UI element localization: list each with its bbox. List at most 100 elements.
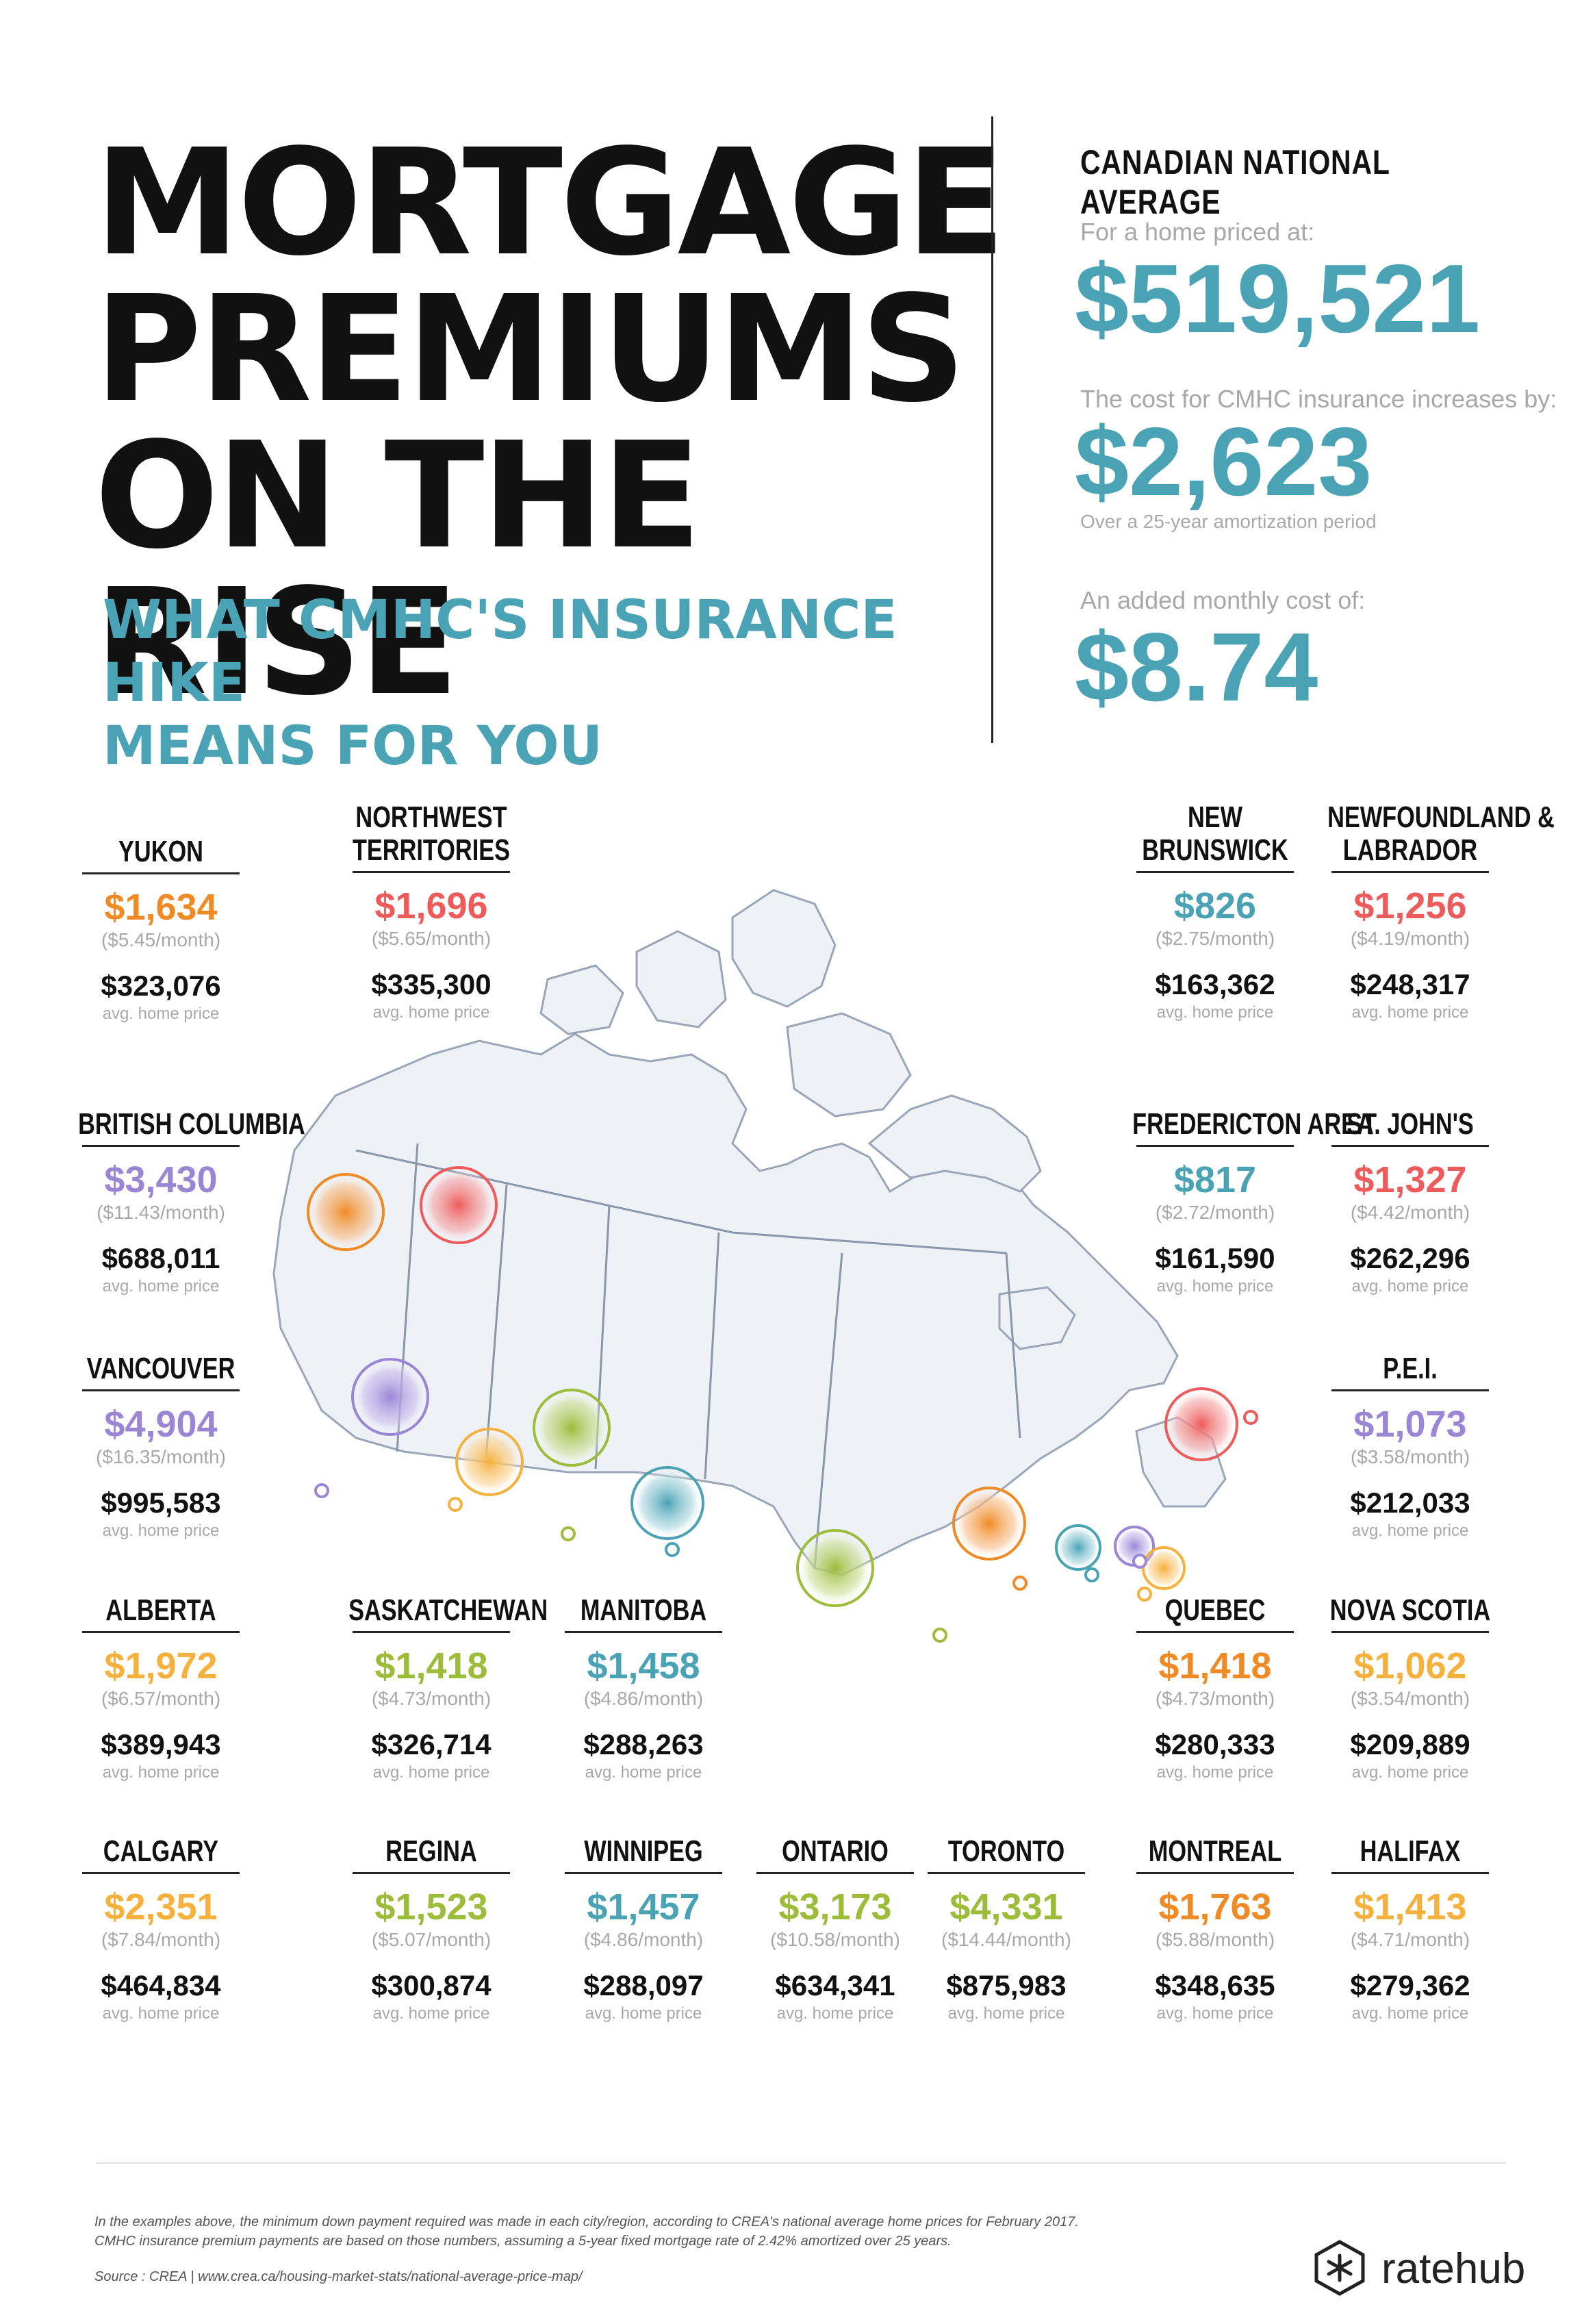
footer-divider bbox=[96, 2162, 1506, 2164]
premium-cost: $1,413 bbox=[1353, 1886, 1467, 1928]
home-price-note: avg. home price bbox=[585, 2004, 702, 2023]
snowflake-hexagon-icon bbox=[1314, 2240, 1365, 2296]
region-name: LABRADOR bbox=[1342, 833, 1478, 867]
home-price: $248,317 bbox=[1350, 968, 1470, 1000]
home-price: $464,834 bbox=[101, 1969, 221, 2001]
region-underline bbox=[82, 1631, 240, 1633]
premium-cost: $1,972 bbox=[104, 1645, 218, 1687]
region-name: BRITISH COLUMBIA bbox=[78, 1107, 305, 1141]
region-name: MONTREAL bbox=[1148, 1834, 1282, 1868]
region-underline bbox=[1331, 1145, 1489, 1147]
footer-note: In the examples above, the minimum down … bbox=[94, 2214, 1079, 2230]
region-name: TERRITORIES bbox=[352, 833, 511, 867]
region-name: ALBERTA bbox=[105, 1593, 216, 1627]
monthly-cost: ($5.88/month) bbox=[1155, 1929, 1275, 1950]
city-markers bbox=[314, 1410, 1258, 1643]
region-name: ONTARIO bbox=[782, 1834, 889, 1868]
premium-cost: $1,418 bbox=[374, 1645, 488, 1687]
premium-cost: $1,763 bbox=[1158, 1886, 1272, 1928]
home-price-note: avg. home price bbox=[1156, 2004, 1274, 2023]
region-card-manitoba: MANITOBA $1,458 ($4.86/month) $288,263 a… bbox=[537, 1594, 750, 1782]
region-name: NORTHWEST bbox=[355, 800, 507, 834]
region-underline bbox=[1136, 871, 1294, 873]
home-price: $326,714 bbox=[371, 1728, 492, 1760]
vertical-divider bbox=[991, 116, 993, 743]
premium-cost: $1,458 bbox=[587, 1645, 700, 1687]
canada-map bbox=[272, 889, 1258, 1643]
monthly-cost: ($5.45/month) bbox=[101, 929, 221, 950]
region-underline bbox=[82, 1872, 240, 1874]
national-monthly: $8.74 bbox=[1075, 613, 1318, 722]
monthly-cost: ($4.86/month) bbox=[583, 1688, 704, 1709]
region-underline bbox=[1136, 1872, 1294, 1874]
national-price-label: For a home priced at: bbox=[1080, 218, 1315, 246]
monthly-cost: ($14.44/month) bbox=[941, 1929, 1071, 1950]
region-name: WINNIPEG bbox=[584, 1834, 703, 1868]
region-underline bbox=[82, 1389, 240, 1391]
monthly-cost: ($16.35/month) bbox=[96, 1446, 226, 1467]
region-name: YUKON bbox=[118, 835, 203, 868]
title-line: PREMIUMS bbox=[94, 264, 966, 435]
monthly-cost: ($5.07/month) bbox=[371, 1929, 492, 1950]
national-cost-label: The cost for CMHC insurance increases by… bbox=[1080, 385, 1557, 413]
region-card-newfoundland-labrador: NEWFOUNDLAND & LABRADOR $1,256 ($4.19/mo… bbox=[1304, 800, 1555, 1022]
home-price-note: avg. home price bbox=[1351, 1521, 1469, 1540]
home-price: $163,362 bbox=[1155, 968, 1275, 1000]
region-underline bbox=[1136, 1631, 1294, 1633]
region-card-yukon: YUKON $1,634 ($5.45/month) $323,076 avg.… bbox=[55, 835, 267, 1024]
region-name: MANITOBA bbox=[580, 1593, 707, 1627]
premium-cost: $2,351 bbox=[104, 1886, 218, 1928]
premium-cost: $1,062 bbox=[1353, 1645, 1467, 1687]
region-name: ST. JOHN'S bbox=[1347, 1107, 1474, 1141]
home-price: $262,296 bbox=[1350, 1242, 1470, 1274]
monthly-cost: ($4.73/month) bbox=[1155, 1688, 1275, 1709]
monthly-cost: ($2.72/month) bbox=[1155, 1202, 1275, 1223]
home-price: $634,341 bbox=[775, 1969, 895, 2001]
region-card-halifax: HALIFAX $1,413 ($4.71/month) $279,362 av… bbox=[1304, 1835, 1516, 2023]
region-card-calgary: CALGARY $2,351 ($7.84/month) $464,834 av… bbox=[55, 1835, 267, 2023]
home-price-note: avg. home price bbox=[776, 2004, 894, 2023]
region-name: BRUNSWICK bbox=[1142, 833, 1288, 867]
region-underline bbox=[565, 1631, 722, 1633]
home-price: $348,635 bbox=[1155, 1969, 1275, 2001]
premium-cost: $1,523 bbox=[374, 1886, 488, 1928]
region-underline bbox=[1136, 1145, 1294, 1147]
region-underline bbox=[1331, 1389, 1489, 1391]
region-name: REGINA bbox=[385, 1834, 477, 1868]
premium-cost: $1,418 bbox=[1158, 1645, 1272, 1687]
home-price-note: avg. home price bbox=[102, 1005, 220, 1023]
premium-cost: $1,327 bbox=[1353, 1159, 1467, 1200]
region-card-vancouver: VANCOUVER $4,904 ($16.35/month) $995,583… bbox=[55, 1352, 267, 1541]
national-heading: CANADIAN NATIONAL AVERAGE bbox=[1080, 143, 1390, 221]
premium-cost: $1,457 bbox=[587, 1886, 700, 1928]
premium-cost: $4,904 bbox=[104, 1404, 218, 1445]
footer-note: CMHC insurance premium payments are base… bbox=[94, 2234, 952, 2249]
premium-cost: $1,256 bbox=[1353, 885, 1467, 926]
home-price-note: avg. home price bbox=[1156, 1763, 1274, 1782]
home-price: $995,583 bbox=[101, 1487, 221, 1519]
home-price-note: avg. home price bbox=[1156, 1277, 1274, 1296]
home-price: $688,011 bbox=[101, 1242, 220, 1274]
region-name: VANCOUVER bbox=[86, 1352, 235, 1385]
home-price: $300,874 bbox=[371, 1969, 492, 2001]
region-underline bbox=[353, 1872, 510, 1874]
region-underline bbox=[353, 871, 510, 873]
premium-cost: $3,430 bbox=[104, 1159, 218, 1200]
home-price-note: avg. home price bbox=[1351, 1277, 1469, 1296]
region-name: QUEBEC bbox=[1164, 1593, 1266, 1627]
home-price-note: avg. home price bbox=[102, 1521, 220, 1540]
subtitle-line: MEANS FOR YOU bbox=[103, 716, 603, 777]
title-line: ON THE RISE bbox=[94, 411, 702, 728]
region-card-winnipeg: WINNIPEG $1,457 ($4.86/month) $288,097 a… bbox=[537, 1835, 750, 2023]
home-price: $875,983 bbox=[946, 1969, 1067, 2001]
page-subtitle: WHAT CMHC'S INSURANCE HIKE MEANS FOR YOU bbox=[103, 589, 924, 778]
region-underline bbox=[1331, 871, 1489, 873]
region-name: NEW bbox=[1187, 800, 1243, 834]
home-price: $161,590 bbox=[1155, 1242, 1275, 1274]
national-monthly-label: An added monthly cost of: bbox=[1080, 586, 1366, 614]
home-price: $288,097 bbox=[583, 1969, 704, 2001]
region-card-saskatchewan: SASKATCHEWAN $1,418 ($4.73/month) $326,7… bbox=[325, 1594, 548, 1782]
national-price: $519,521 bbox=[1075, 244, 1481, 353]
region-name: NEWFOUNDLAND & bbox=[1327, 800, 1555, 834]
home-price-note: avg. home price bbox=[947, 2004, 1065, 2023]
